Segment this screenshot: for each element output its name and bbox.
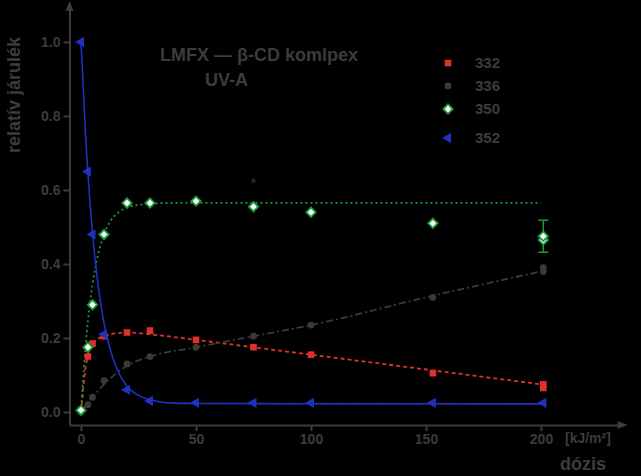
data-point: [193, 337, 200, 344]
tick-label: 200: [530, 431, 554, 447]
data-point: [308, 351, 315, 358]
tick: 0.0: [41, 404, 69, 420]
fit-line: [81, 42, 541, 404]
legend: 332 336 350 352: [442, 54, 500, 146]
tick: 0.4: [41, 256, 69, 272]
data-point: [88, 300, 97, 309]
legend-label: 352: [475, 129, 500, 146]
data-point: [98, 329, 107, 339]
tick-label: 150: [415, 431, 439, 447]
tick: 1.0: [41, 34, 69, 50]
data-point: [99, 230, 108, 239]
tick-mark: [64, 264, 70, 266]
error-bar: [538, 220, 548, 252]
fit-line: [81, 203, 541, 412]
data-point: [190, 398, 199, 408]
axis-line: [69, 6, 71, 426]
data-point: [305, 398, 314, 408]
error-bar-line: [538, 220, 548, 252]
axis-arrow: [618, 421, 628, 429]
data-point: [121, 385, 130, 395]
tick-label: 0.8: [41, 108, 61, 124]
data-point: [85, 353, 92, 360]
x-axis-unit: [kJ/m²]: [565, 430, 611, 446]
data-point: [87, 229, 96, 239]
tick-mark: [64, 412, 70, 414]
tick-label: 0.6: [41, 182, 61, 198]
y-axis-title: relatív járulék: [4, 36, 24, 153]
tick: 150: [415, 425, 439, 447]
tick: 100: [300, 425, 324, 447]
data-point: [89, 394, 96, 401]
tick-label: 0.4: [41, 256, 61, 272]
axis-arrow: [66, 1, 74, 11]
data-point: [540, 264, 547, 271]
data-point: [250, 344, 257, 351]
legend-marker: [445, 60, 452, 67]
fit-line: [81, 271, 541, 412]
data-point: [537, 398, 546, 408]
legend-label: 350: [475, 100, 500, 117]
data-point: [428, 219, 437, 228]
legend-label: 332: [475, 54, 500, 71]
tick: 0.8: [41, 108, 69, 124]
x-axis: 0 50 100 150 200: [70, 425, 622, 447]
data-point: [75, 37, 84, 47]
tick-label: 100: [300, 431, 324, 447]
data-point: [540, 381, 547, 388]
x-axis-title: dózis: [560, 454, 606, 474]
tick-mark: [64, 42, 70, 44]
data-point: [124, 329, 131, 336]
legend-marker: [443, 104, 452, 113]
data-point: [101, 377, 108, 384]
data-point: [122, 198, 131, 207]
legend-marker: [445, 83, 452, 90]
tick: 200: [530, 425, 554, 447]
data-point: [430, 294, 437, 301]
axis-line: [70, 425, 622, 427]
tick-label: 0.2: [41, 330, 61, 346]
tick-label: 1.0: [41, 34, 61, 50]
tick-label: 0: [78, 431, 86, 447]
y-axis: 0.0 0.2 0.4 0.6 0.8 1.0: [41, 6, 70, 426]
annotation: *: [251, 175, 257, 191]
data-point: [248, 398, 257, 408]
tick-label: 0.0: [41, 404, 61, 420]
data-point: [308, 322, 315, 329]
data-point: [85, 401, 92, 408]
tick: 0.2: [41, 330, 69, 346]
subtitle: UV-A: [205, 70, 248, 90]
data-point: [249, 202, 258, 211]
legend-marker: [442, 133, 451, 143]
data-point: [430, 370, 437, 377]
data-point: [250, 333, 257, 340]
plot-area: [75, 37, 548, 416]
data-point: [427, 398, 436, 408]
data-point: [124, 361, 131, 368]
tick: 50: [189, 425, 205, 447]
data-point: [306, 208, 315, 217]
tick-mark: [64, 116, 70, 118]
chart: 0 50 100 150 200 0.0 0.2 0.4 0.6 0.8 1.0 LMFX — β-C…: [0, 0, 641, 476]
data-point: [83, 343, 92, 352]
tick-mark: [64, 338, 70, 340]
legend-label: 336: [475, 77, 500, 94]
title: LMFX — β-CD komlpex: [160, 45, 358, 65]
data-point: [145, 198, 154, 207]
data-point: [147, 327, 154, 334]
data-point: [539, 232, 548, 241]
data-point: [76, 406, 85, 415]
fit-line: [81, 332, 541, 412]
data-point: [144, 396, 153, 406]
tick-label: 50: [189, 431, 205, 447]
tick: 0.6: [41, 182, 69, 198]
tick-mark: [64, 190, 70, 192]
data-point: [147, 353, 154, 360]
tick: 0: [78, 425, 86, 447]
data-point: [82, 166, 91, 176]
data-point: [193, 344, 200, 351]
data-point: [191, 196, 200, 205]
